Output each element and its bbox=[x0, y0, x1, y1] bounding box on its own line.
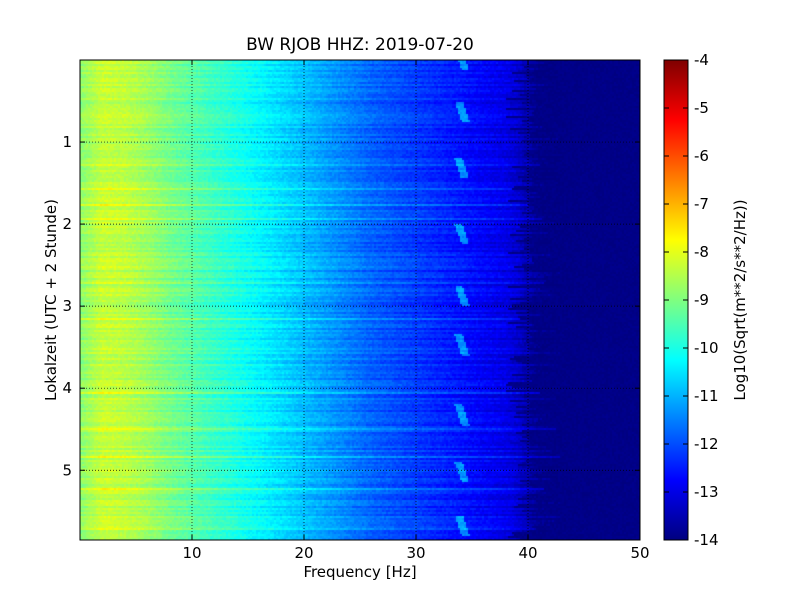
y-tick-label: 3 bbox=[62, 297, 72, 315]
colorbar-tick-label: -13 bbox=[694, 483, 719, 501]
y-tick-label: 2 bbox=[62, 215, 72, 233]
plot-area bbox=[80, 60, 640, 540]
colorbar-tick-label: -7 bbox=[694, 195, 709, 213]
plot-frame bbox=[79, 59, 641, 541]
grid-lines bbox=[80, 60, 640, 540]
y-axis-label: Lokalzeit (UTC + 2 Stunde) bbox=[42, 199, 60, 401]
x-tick-label: 50 bbox=[630, 544, 649, 562]
x-tick-label: 30 bbox=[406, 544, 425, 562]
colorbar-tick-label: -8 bbox=[694, 243, 709, 261]
y-tick-label: 1 bbox=[62, 133, 72, 151]
x-axis: 10 20 30 40 50 bbox=[182, 60, 650, 562]
x-tick-label: 20 bbox=[294, 544, 313, 562]
chart-title: BW RJOB HHZ: 2019-07-20 bbox=[246, 35, 474, 55]
y-axis: 1 2 3 4 5 bbox=[62, 133, 640, 479]
x-tick-label: 40 bbox=[518, 544, 537, 562]
x-axis-label: Frequency [Hz] bbox=[303, 563, 416, 581]
colorbar-tick-label: -4 bbox=[694, 51, 709, 69]
colorbar-label: Log10(Sqrt(m**2/s**2/Hz)) bbox=[731, 199, 749, 400]
y-tick-label: 5 bbox=[62, 461, 72, 479]
spectrogram-heatmap bbox=[80, 60, 640, 540]
colorbar-tick-label: -12 bbox=[694, 435, 719, 453]
colorbar-tick-label: -9 bbox=[694, 291, 709, 309]
colorbar-tick-label: -10 bbox=[694, 339, 719, 357]
colorbar-tick-label: -14 bbox=[694, 531, 719, 549]
colorbar-ticks: -4 -5 -6 -7 -8 -9 -10 -11 -12 -13 -14 bbox=[664, 51, 719, 549]
x-tick-label: 10 bbox=[182, 544, 201, 562]
colorbar-tick-label: -6 bbox=[694, 147, 709, 165]
colorbar-tick-label: -11 bbox=[694, 387, 719, 405]
colorbar-tick-label: -5 bbox=[694, 99, 709, 117]
y-tick-label: 4 bbox=[62, 379, 72, 397]
